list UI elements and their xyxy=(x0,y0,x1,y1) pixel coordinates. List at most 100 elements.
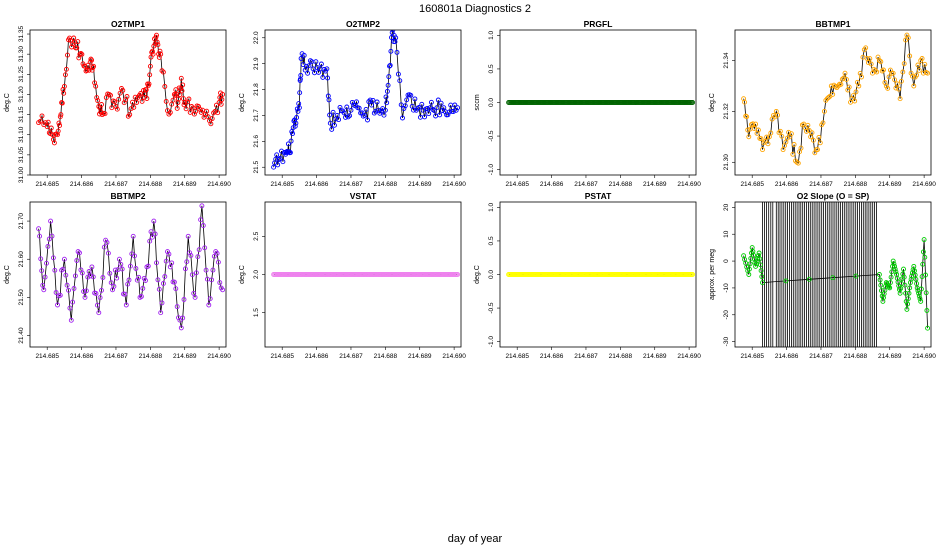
data-point xyxy=(808,134,814,140)
data-point xyxy=(419,101,425,107)
data-point xyxy=(898,286,904,291)
spike-lines xyxy=(762,202,877,347)
data-point xyxy=(324,66,330,72)
data-point xyxy=(318,61,324,67)
data-point xyxy=(914,285,920,291)
data-point xyxy=(887,285,893,291)
data-point xyxy=(292,123,298,129)
data-point xyxy=(830,91,836,97)
data-point xyxy=(144,96,150,101)
data-point xyxy=(753,121,759,127)
data-point xyxy=(116,96,122,102)
data-point xyxy=(148,229,154,235)
data-point xyxy=(174,304,180,310)
data-point xyxy=(369,102,375,108)
data-point xyxy=(431,108,437,113)
y-tick-label: 0.0 xyxy=(488,270,495,279)
series-group xyxy=(271,272,461,277)
data-point xyxy=(344,104,350,110)
data-point xyxy=(109,105,115,111)
x-tick-label: 214.685 xyxy=(505,353,529,360)
data-point xyxy=(179,88,185,94)
data-point xyxy=(37,233,43,239)
data-point xyxy=(381,112,387,118)
y-tick-label: 21.8 xyxy=(253,83,260,96)
data-point xyxy=(198,217,204,223)
data-point xyxy=(99,112,105,118)
y-tick-label: 31.30 xyxy=(18,46,25,63)
plot-frame xyxy=(734,201,932,348)
data-point xyxy=(843,76,849,82)
data-point xyxy=(901,61,907,67)
y-tick-label: 0 xyxy=(723,259,730,263)
data-point xyxy=(883,83,889,89)
data-point xyxy=(217,280,223,286)
data-point xyxy=(742,99,748,105)
data-point xyxy=(160,281,166,286)
data-point xyxy=(313,59,319,65)
data-point xyxy=(154,260,159,266)
data-point xyxy=(382,107,388,113)
data-point xyxy=(97,295,103,301)
data-point xyxy=(886,74,892,80)
data-point xyxy=(428,99,434,105)
data-point xyxy=(93,291,99,296)
data-point xyxy=(136,274,142,280)
data-point xyxy=(213,102,219,108)
data-point xyxy=(916,293,922,299)
data-point xyxy=(51,140,57,146)
data-point xyxy=(108,280,114,286)
series-group xyxy=(36,203,226,331)
x-tick-label: 214.690 xyxy=(207,181,231,188)
data-point xyxy=(905,35,911,41)
data-point xyxy=(334,112,340,118)
data-point xyxy=(363,106,369,112)
data-point xyxy=(200,223,206,228)
data-point xyxy=(147,72,153,78)
series-group xyxy=(741,32,931,166)
x-tick-label: 214.686 xyxy=(540,181,564,188)
data-point xyxy=(805,122,811,128)
data-point xyxy=(199,203,205,209)
y-tick-label: 21.9 xyxy=(253,57,260,70)
data-point xyxy=(120,87,126,93)
data-point xyxy=(117,90,123,96)
data-point xyxy=(72,273,78,279)
data-point xyxy=(196,104,201,109)
x-tick-label: 214.688 xyxy=(139,181,163,188)
data-point xyxy=(748,255,754,261)
data-point xyxy=(439,108,445,113)
data-point xyxy=(921,237,927,243)
data-point xyxy=(275,162,281,168)
data-point xyxy=(130,233,136,239)
data-point xyxy=(60,266,66,272)
data-point xyxy=(345,114,351,120)
data-point xyxy=(904,32,910,38)
data-point xyxy=(209,116,215,122)
data-point xyxy=(220,287,226,293)
data-point xyxy=(876,272,882,277)
data-point xyxy=(162,274,168,279)
y-tick-label: 31.25 xyxy=(18,66,25,83)
y-tick-label: -1.0 xyxy=(488,336,495,348)
data-point xyxy=(755,127,761,133)
data-point xyxy=(78,50,84,56)
data-point xyxy=(762,138,768,144)
data-point xyxy=(181,102,187,108)
data-point xyxy=(206,302,212,308)
data-point xyxy=(838,81,844,87)
data-point xyxy=(877,277,883,283)
data-point xyxy=(184,259,190,265)
data-point xyxy=(915,62,921,68)
data-point xyxy=(853,273,859,279)
series-group xyxy=(506,272,696,277)
data-point xyxy=(690,100,696,105)
x-tick-label: 214.687 xyxy=(574,353,598,360)
data-point xyxy=(72,39,78,45)
x-tick-label: 214.690 xyxy=(677,353,701,360)
data-point xyxy=(426,111,432,117)
data-point xyxy=(180,82,186,88)
data-point xyxy=(44,124,50,130)
data-point xyxy=(65,52,70,58)
